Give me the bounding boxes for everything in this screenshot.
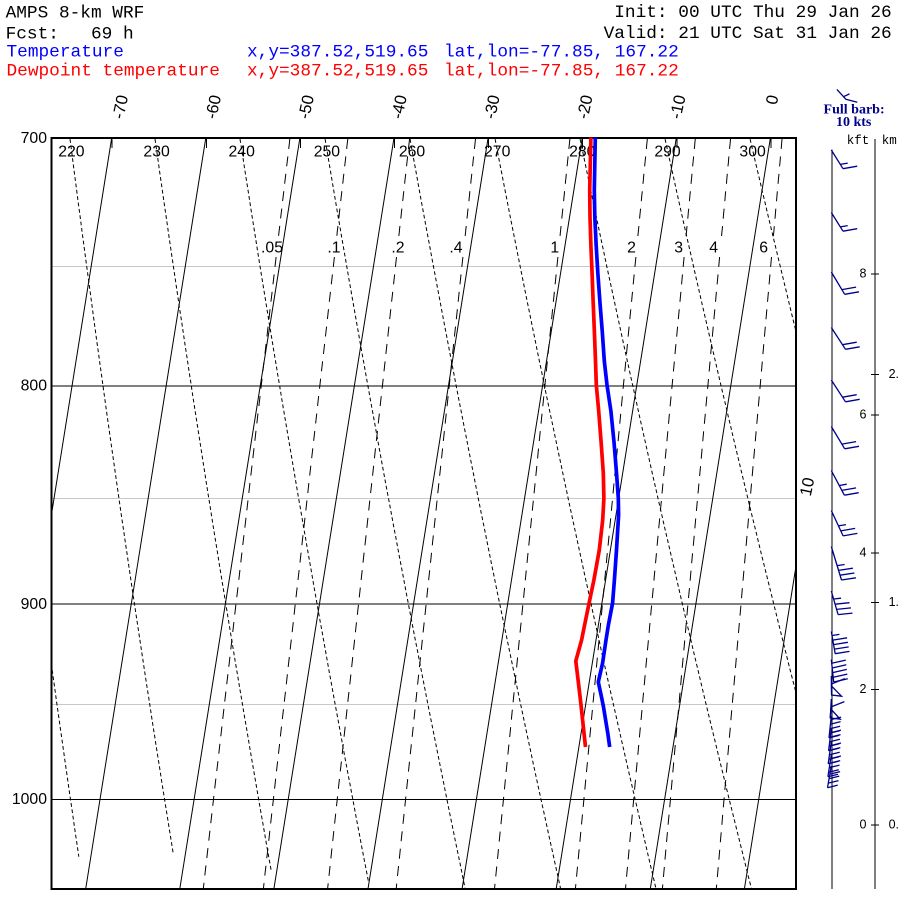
svg-text:250: 250 [314, 144, 341, 161]
svg-text:lat,lon=-77.85, 167.22: lat,lon=-77.85, 167.22 [444, 61, 679, 81]
svg-text:270: 270 [484, 144, 511, 161]
svg-text:4: 4 [709, 240, 718, 257]
svg-text:.4: .4 [449, 240, 462, 257]
svg-text:2: 2 [627, 240, 636, 257]
svg-text:800: 800 [21, 378, 48, 395]
svg-text:.1: .1 [327, 240, 340, 257]
svg-text:10 kts: 10 kts [836, 115, 872, 130]
svg-text:6: 6 [759, 240, 768, 257]
svg-text:1: 1 [550, 240, 559, 257]
svg-text:700: 700 [21, 130, 48, 147]
svg-text:-50: -50 [295, 94, 318, 121]
svg-text:240: 240 [229, 144, 256, 161]
svg-text:230: 230 [143, 144, 170, 161]
svg-text:-60: -60 [202, 94, 225, 121]
svg-text:2.: 2. [889, 367, 899, 381]
svg-text:6: 6 [860, 408, 867, 422]
svg-text:10: 10 [797, 476, 818, 498]
svg-text:x,y=387.52,519.65: x,y=387.52,519.65 [247, 43, 428, 63]
svg-text:8: 8 [860, 267, 867, 281]
svg-text:Valid: 21 UTC Sat 31 Jan 26: Valid: 21 UTC Sat 31 Jan 26 [604, 24, 892, 44]
svg-text:x,y=387.52,519.65: x,y=387.52,519.65 [247, 61, 428, 81]
svg-text:Temperature: Temperature [7, 43, 124, 63]
svg-text:Full barb:: Full barb: [824, 103, 885, 118]
svg-text:1000: 1000 [12, 791, 47, 808]
svg-text:260: 260 [399, 144, 426, 161]
svg-text:.2: .2 [391, 240, 404, 257]
svg-text:220: 220 [58, 144, 85, 161]
svg-text:0: 0 [860, 818, 867, 832]
svg-text:3: 3 [674, 240, 683, 257]
svg-text:Fcst: 69 h: Fcst: 69 h [6, 25, 134, 45]
svg-text:-70: -70 [110, 94, 133, 121]
svg-text:300: 300 [739, 144, 766, 161]
svg-text:AMPS 8-km WRF: AMPS 8-km WRF [6, 4, 145, 24]
svg-text:2: 2 [860, 682, 867, 696]
svg-text:900: 900 [21, 596, 48, 613]
svg-text:.05: .05 [261, 240, 283, 257]
svg-text:-30: -30 [481, 94, 504, 121]
svg-text:lat,lon=-77.85, 167.22: lat,lon=-77.85, 167.22 [444, 43, 679, 63]
svg-text:-10: -10 [667, 94, 690, 121]
svg-text:Init: 00 UTC Thu 29 Jan 26: Init: 00 UTC Thu 29 Jan 26 [614, 3, 891, 23]
svg-text:0.: 0. [889, 818, 899, 832]
svg-text:Dewpoint temperature: Dewpoint temperature [7, 61, 220, 81]
svg-text:290: 290 [654, 144, 681, 161]
svg-text:-40: -40 [388, 94, 411, 121]
svg-text:km: km [882, 134, 897, 148]
svg-text:4: 4 [860, 546, 867, 560]
svg-text:0: 0 [763, 94, 783, 107]
svg-text:kft: kft [847, 134, 870, 148]
svg-text:-20: -20 [574, 94, 597, 121]
svg-text:1.: 1. [889, 595, 899, 609]
